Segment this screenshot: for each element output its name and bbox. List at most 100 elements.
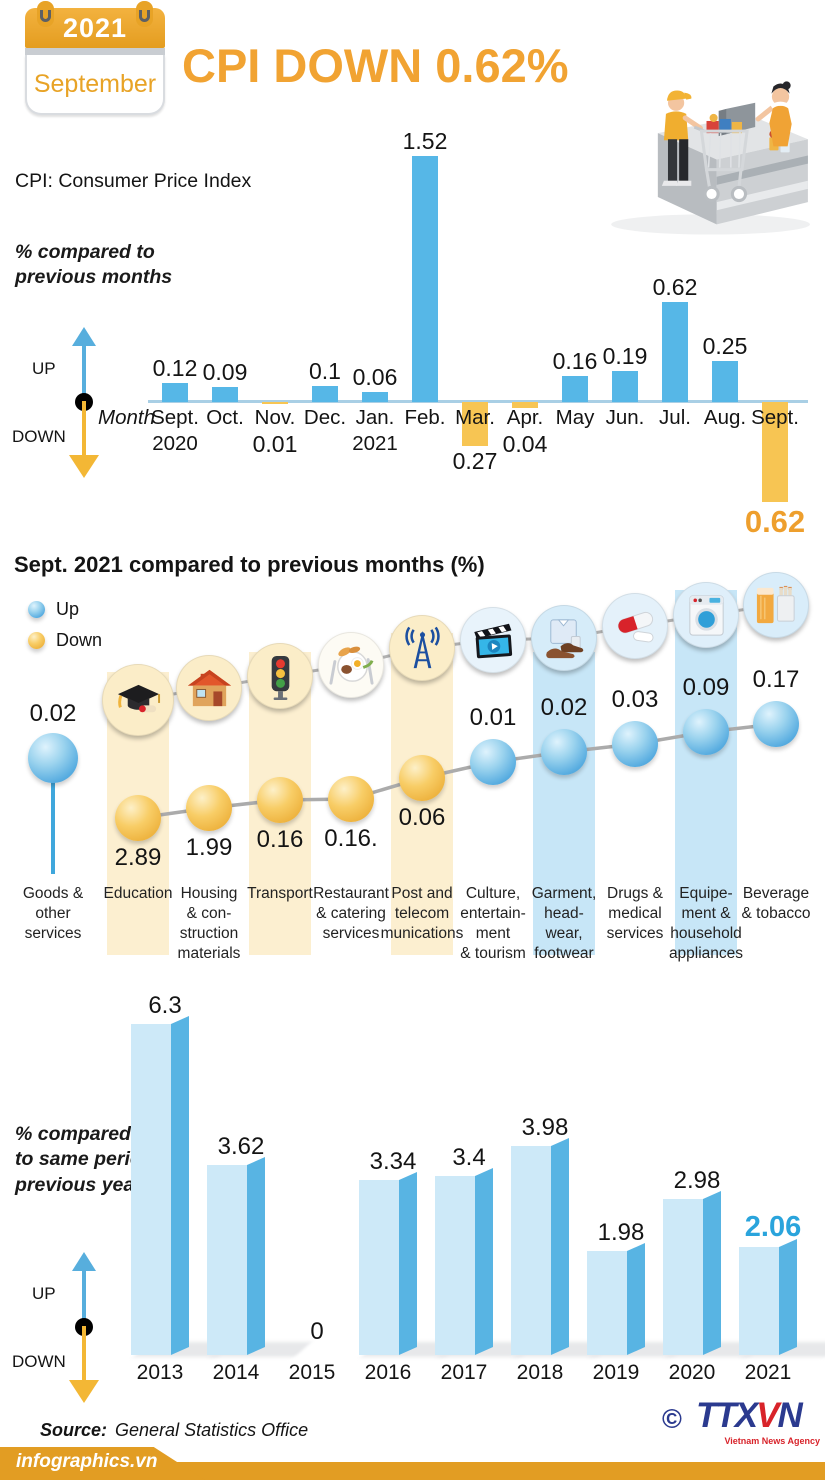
bar-value: 0.27 — [452, 448, 498, 474]
point-value: 0.01 — [469, 704, 517, 731]
chart1-caption: % compared to previous months — [15, 241, 173, 289]
up-legend-label: Up — [56, 598, 80, 619]
month-label: Apr. — [506, 406, 544, 429]
traffic-light-icon — [247, 643, 313, 709]
bar-value: 0.19 — [602, 343, 648, 369]
bar-value: 0.25 — [702, 333, 748, 359]
month-sublabel: 2021 — [352, 432, 398, 455]
up-arrow-icon — [72, 327, 96, 346]
calendar-month: September — [33, 69, 157, 98]
data-sphere-down — [186, 785, 232, 831]
down-arrow-line — [82, 401, 86, 459]
bar-apr-7 — [512, 402, 538, 408]
category-label: Restaurant & catering services — [313, 885, 389, 943]
bar-front-2017 — [435, 1176, 475, 1355]
bar-value: 0.1 — [309, 358, 341, 384]
point-value: 0.06 — [398, 804, 446, 831]
down-arrow-icon — [69, 455, 99, 478]
point-value: 0.02 — [540, 694, 588, 721]
bar-sept-12 — [762, 402, 788, 502]
bar-feb-5 — [412, 156, 438, 402]
month-axis-label: Month — [98, 406, 155, 429]
supermarket-illustration — [611, 81, 810, 235]
bar-value: 0.12 — [152, 355, 198, 381]
month-label: Feb. — [404, 406, 446, 429]
bar-mar-6 — [462, 402, 488, 446]
category-label: Education — [103, 885, 173, 902]
point-value: 2.89 — [114, 844, 162, 871]
bar-sept-0 — [162, 383, 188, 402]
up-sphere-icon — [28, 600, 45, 618]
year-value: 3.34 — [369, 1148, 417, 1175]
month-label: Oct. — [206, 406, 244, 429]
logo-v: V — [756, 1396, 779, 1435]
month-label: Jun. — [605, 406, 645, 429]
bar-side-2018 — [551, 1137, 569, 1355]
bar-dec-3 — [312, 386, 338, 402]
year-value: 3.98 — [521, 1114, 569, 1141]
year-value: 3.62 — [217, 1133, 265, 1160]
category-label: Drugs & medical services — [606, 885, 664, 943]
month-label: Jan. — [355, 406, 395, 429]
year-value: 1.98 — [597, 1219, 645, 1246]
month-sublabel: 2020 — [152, 432, 198, 455]
year-label: 2020 — [668, 1361, 716, 1384]
year-label: 2016 — [364, 1361, 412, 1384]
clapperboard-icon — [460, 607, 526, 673]
category-label: Post and telecom munications — [380, 885, 464, 943]
bar-side-2021 — [779, 1238, 797, 1355]
bar-side-2014 — [247, 1156, 265, 1355]
bar-front-2021 — [739, 1247, 779, 1355]
site-link[interactable]: infographics.vn — [16, 1451, 158, 1472]
garment-icon — [531, 605, 597, 671]
month-label: Sept. — [151, 406, 199, 429]
ttxvn-logo: TTXVN — [696, 1396, 803, 1436]
legend-row-up: Up — [28, 597, 102, 621]
bar-value: 0.16 — [552, 348, 598, 374]
calendar-icon: 2021 September — [25, 1, 165, 120]
down-arrow-icon — [69, 1380, 99, 1403]
logo-ttx: TTX — [696, 1396, 758, 1435]
data-sphere-up — [28, 733, 78, 783]
point-value: 0.16 — [256, 826, 304, 853]
category-label: Equipe- ment & household appliances — [668, 885, 744, 963]
down-label: DOWN — [12, 427, 66, 446]
month-label: Sept. — [751, 406, 799, 429]
bar-jan-4 — [362, 392, 388, 402]
category-band — [675, 590, 737, 955]
month-label: Jul. — [659, 406, 691, 429]
data-sphere-up — [683, 709, 729, 755]
data-sphere-up — [612, 721, 658, 767]
down-label: DOWN — [12, 1352, 66, 1371]
bar-value: 0.04 — [502, 431, 548, 457]
antenna-icon — [389, 615, 455, 681]
calendar-ring-icon — [136, 1, 153, 27]
bar-value: 1.52 — [402, 128, 448, 154]
down-arrow-line — [82, 1326, 86, 1384]
calendar-body: September — [25, 55, 165, 115]
bar-value: 0.01 — [252, 431, 298, 457]
bar-front-2020 — [663, 1199, 703, 1355]
bar-side-2019 — [627, 1242, 645, 1355]
year-value: 6.3 — [148, 992, 182, 1019]
calendar-ring-icon — [37, 1, 54, 27]
year-label: 2019 — [592, 1361, 640, 1384]
year-value: 2.98 — [673, 1167, 721, 1194]
data-sphere-up — [541, 729, 587, 775]
washing-machine-icon — [673, 582, 739, 648]
graduation-cap-icon — [102, 664, 174, 736]
data-sphere-down — [328, 776, 374, 822]
page-title: CPI DOWN 0.62% — [182, 39, 569, 92]
capsule-icon — [602, 593, 668, 659]
month-label: Aug. — [703, 406, 747, 429]
year-value: 0 — [310, 1318, 324, 1345]
year-label: 2018 — [516, 1361, 564, 1384]
section2-title: Sept. 2021 compared to previous months (… — [14, 552, 485, 577]
legend-row-down: Down — [28, 628, 102, 652]
year-label: 2021 — [744, 1361, 792, 1384]
chart1-axis-line — [148, 400, 808, 403]
house-icon — [176, 655, 242, 721]
